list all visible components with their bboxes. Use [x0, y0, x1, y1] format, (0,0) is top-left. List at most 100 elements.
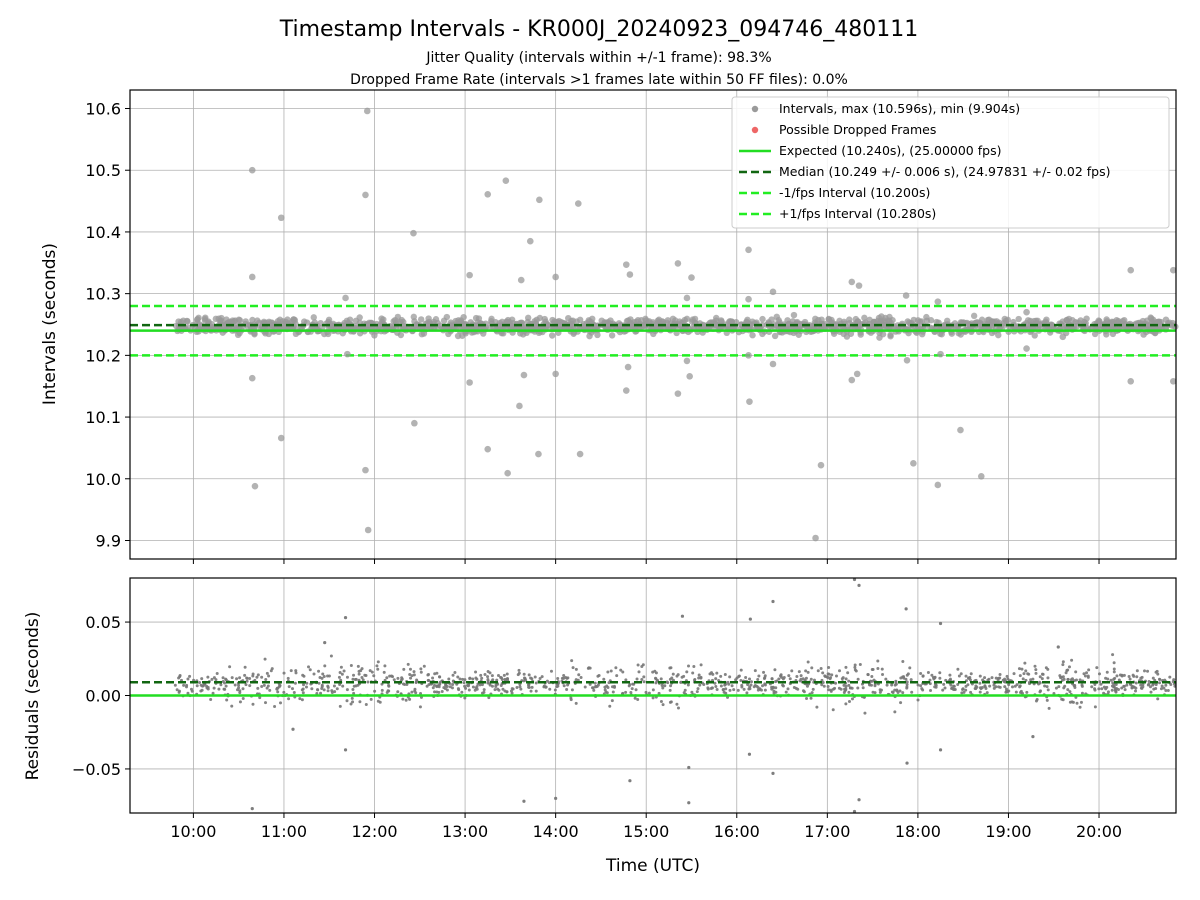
residual-point — [1064, 671, 1068, 675]
residual-point — [821, 671, 825, 675]
residual-point — [1034, 671, 1038, 675]
x-tick-label: 19:00 — [985, 822, 1031, 841]
interval-point — [771, 332, 779, 340]
residual-point — [893, 683, 897, 687]
residual-point — [461, 677, 465, 681]
residual-point — [1082, 672, 1086, 676]
interval-outlier-point — [251, 482, 259, 490]
interval-point — [1031, 332, 1038, 339]
residual-point — [574, 701, 578, 705]
interval-outlier-point — [552, 273, 559, 281]
residual-point — [287, 685, 291, 689]
residual-point — [786, 687, 790, 691]
interval-point — [887, 331, 894, 339]
residual-point — [1162, 686, 1166, 690]
residual-point — [502, 673, 506, 677]
residual-point — [376, 667, 380, 671]
residual-point — [237, 683, 241, 687]
residual-point — [357, 672, 361, 676]
residual-point — [245, 676, 249, 680]
residual-point — [433, 672, 437, 676]
residual-point — [406, 662, 410, 666]
residual-point — [590, 686, 594, 690]
interval-outlier-point — [248, 166, 256, 174]
residual-point — [294, 669, 298, 673]
interval-outlier-point — [363, 107, 371, 115]
residual-point — [804, 669, 808, 673]
residual-point — [1163, 678, 1167, 682]
residual-point — [1115, 674, 1119, 678]
residual-point — [505, 672, 509, 676]
residual-point — [195, 684, 199, 688]
residual-point — [683, 688, 687, 692]
residual-point — [719, 684, 723, 688]
residual-point — [1046, 676, 1050, 680]
residual-outlier-point — [852, 577, 857, 582]
residual-point — [949, 683, 953, 687]
residual-point — [899, 701, 903, 705]
residual-point — [339, 665, 343, 669]
residual-point — [685, 670, 689, 674]
interval-point — [795, 331, 802, 338]
residual-point — [418, 705, 422, 709]
residual-point — [714, 685, 718, 689]
chart-subtitle-jitter: Jitter Quality (intervals within +/-1 fr… — [425, 50, 771, 66]
residual-point — [574, 667, 578, 671]
residual-point — [1046, 688, 1050, 692]
residual-outlier-point — [1056, 645, 1060, 649]
residual-point — [205, 686, 209, 690]
interval-outlier-point — [344, 350, 351, 358]
interval-outlier-point — [769, 360, 777, 368]
residual-point — [1131, 673, 1135, 677]
residual-point — [676, 706, 680, 710]
residual-point — [719, 674, 723, 678]
residual-point — [255, 675, 259, 679]
residual-point — [739, 678, 743, 682]
residual-point — [401, 682, 405, 686]
residual-point — [264, 701, 268, 705]
interval-point — [634, 317, 642, 324]
interval-point — [430, 318, 437, 326]
residual-point — [699, 675, 703, 679]
residual-point — [1054, 686, 1058, 690]
interval-point — [524, 314, 532, 322]
residual-point — [453, 671, 457, 675]
interval-outlier-point — [853, 370, 861, 378]
residual-point — [540, 675, 544, 679]
residual-point — [1038, 690, 1042, 694]
residual-point — [1106, 690, 1110, 694]
residual-point — [456, 687, 460, 691]
interval-point — [654, 322, 661, 329]
interval-outlier-point — [1127, 266, 1135, 274]
residual-point — [1047, 706, 1051, 710]
residual-point — [607, 681, 611, 685]
residual-point — [1006, 677, 1010, 681]
residual-point — [483, 672, 487, 676]
residual-point — [345, 699, 349, 703]
residual-point — [419, 667, 423, 671]
residual-point — [1085, 671, 1089, 675]
residual-point — [669, 684, 673, 688]
residual-point — [745, 691, 749, 695]
residual-point — [1166, 688, 1170, 692]
residual-point — [1086, 674, 1090, 678]
residual-point — [969, 672, 973, 676]
residual-point — [921, 674, 925, 678]
residual-point — [994, 685, 998, 689]
residual-point — [762, 670, 766, 674]
residual-point — [804, 676, 808, 680]
interval-outlier-point — [622, 261, 630, 268]
residual-point — [444, 683, 448, 687]
residual-point — [1093, 705, 1097, 709]
residual-point — [235, 688, 239, 692]
residual-point — [833, 686, 837, 690]
interval-point — [397, 331, 405, 339]
residual-point — [669, 666, 673, 670]
residual-point — [756, 688, 760, 692]
residual-point — [431, 686, 435, 690]
interval-outlier-point — [1023, 308, 1030, 316]
residual-point — [248, 676, 252, 680]
residual-point — [1100, 687, 1104, 691]
interval-outlier-point — [576, 450, 584, 458]
residual-point — [228, 665, 232, 669]
